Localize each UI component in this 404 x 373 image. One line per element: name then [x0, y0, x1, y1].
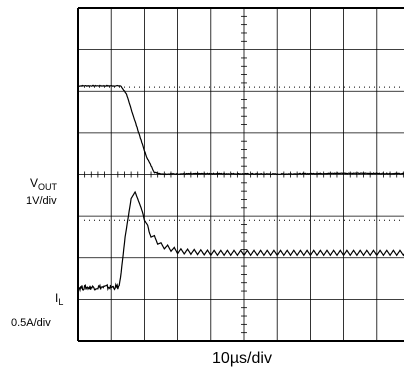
vout-trace: [78, 84, 404, 176]
traces: [77, 84, 404, 293]
time-scale-label: 10µs/div: [212, 350, 272, 367]
il-scale-label: 0.5A/div: [11, 317, 51, 329]
il-trace: [77, 190, 404, 293]
vout-scale-label: 1V/div: [26, 195, 57, 207]
vout-channel-label: VOUT: [30, 176, 58, 192]
il-channel-label: IL: [55, 291, 64, 307]
